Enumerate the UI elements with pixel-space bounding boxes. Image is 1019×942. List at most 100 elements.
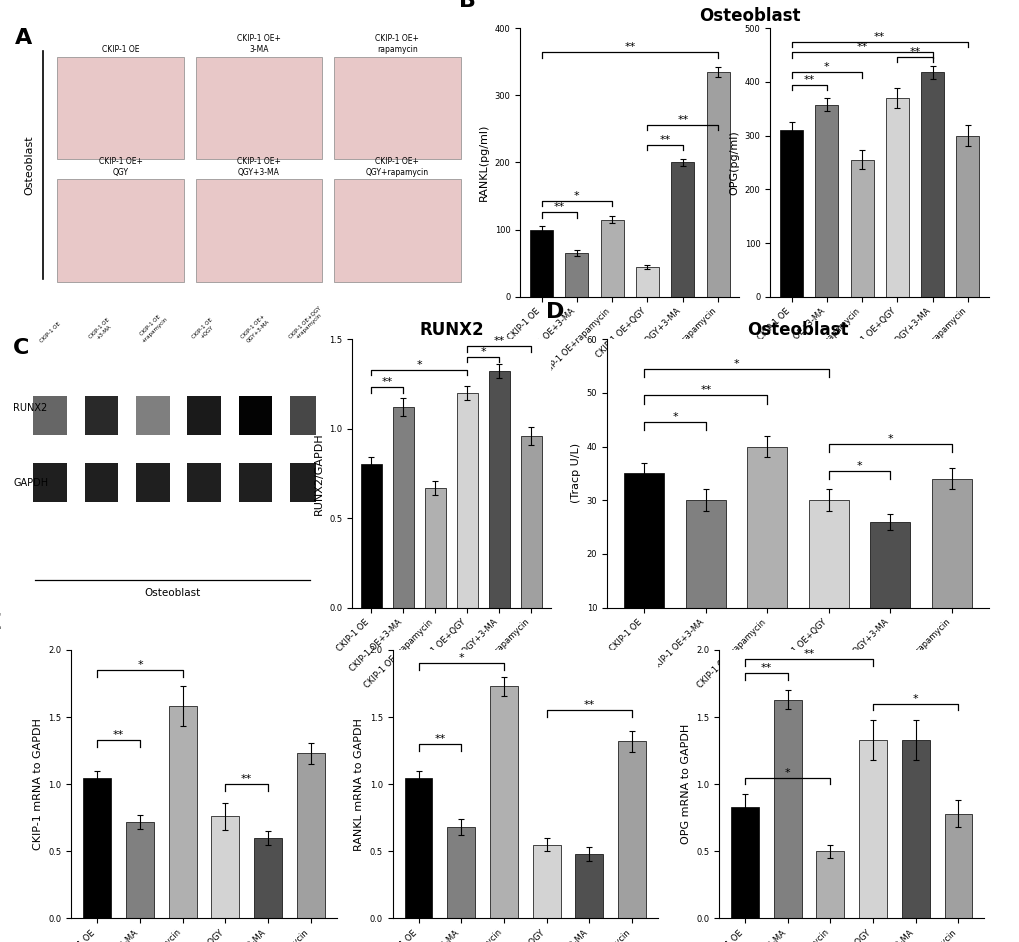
Title: Osteoblast: Osteoblast (747, 321, 848, 339)
Text: **: ** (240, 774, 252, 784)
Bar (780, 130, 802, 297)
Text: **: ** (856, 42, 867, 53)
Text: *: * (480, 347, 486, 357)
FancyBboxPatch shape (85, 463, 118, 502)
Text: CKIP-1 OE+
QGY+3-MA: CKIP-1 OE+ QGY+3-MA (240, 314, 270, 344)
FancyBboxPatch shape (289, 463, 324, 502)
Text: **: ** (624, 41, 635, 52)
Text: RUNX2: RUNX2 (13, 402, 48, 413)
Bar (869, 522, 910, 661)
Bar (956, 136, 978, 297)
FancyBboxPatch shape (196, 57, 322, 159)
Y-axis label: CKIP-1 mRNA to GAPDH: CKIP-1 mRNA to GAPDH (33, 719, 43, 850)
Text: *: * (887, 434, 893, 444)
Text: B: B (459, 0, 475, 10)
Text: **: ** (434, 734, 445, 744)
Text: **: ** (659, 135, 671, 145)
Bar (425, 488, 445, 608)
Text: CKIP-1 OE: CKIP-1 OE (39, 321, 61, 344)
Title: RUNX2: RUNX2 (419, 321, 483, 339)
Text: CKIP-1 OE+
QGY+rapamycin: CKIP-1 OE+ QGY+rapamycin (366, 157, 428, 176)
Bar (850, 160, 872, 297)
Bar (685, 500, 726, 661)
FancyBboxPatch shape (333, 179, 461, 282)
Text: **: ** (760, 663, 771, 673)
Text: **: ** (699, 385, 711, 396)
Bar (126, 821, 154, 918)
Bar (814, 105, 838, 297)
Bar (168, 706, 197, 918)
Text: E: E (0, 612, 2, 632)
Bar (530, 230, 552, 297)
Text: CKIP-1 OE+
rapamycin: CKIP-1 OE+ rapamycin (375, 35, 419, 54)
Text: **: ** (873, 32, 884, 41)
Y-axis label: RANKL(pg/ml): RANKL(pg/ml) (479, 123, 488, 202)
Text: **: ** (553, 203, 565, 212)
Text: CKIP-1 OE: CKIP-1 OE (102, 45, 139, 54)
Text: *: * (912, 693, 918, 704)
Text: CKIP-1 OE+
QGY+3-MA: CKIP-1 OE+ QGY+3-MA (236, 157, 280, 176)
Text: **: ** (493, 336, 504, 347)
Bar (600, 219, 623, 297)
Text: CKIP-1 OE+QGY
+rapamycin: CKIP-1 OE+QGY +rapamycin (287, 305, 326, 344)
Bar (944, 814, 971, 918)
FancyBboxPatch shape (57, 179, 183, 282)
Text: **: ** (381, 378, 392, 387)
Bar (886, 98, 908, 297)
Text: *: * (672, 413, 678, 422)
Bar (565, 253, 588, 297)
Bar (931, 479, 971, 661)
Bar (254, 838, 281, 918)
FancyBboxPatch shape (136, 397, 169, 435)
Y-axis label: OPG mRNA to GAPDH: OPG mRNA to GAPDH (680, 724, 690, 844)
FancyBboxPatch shape (333, 57, 461, 159)
Bar (624, 474, 663, 661)
Bar (84, 777, 111, 918)
Text: CKIP-1 OE+
QGY: CKIP-1 OE+ QGY (99, 157, 143, 176)
Text: *: * (733, 359, 739, 368)
Text: CKIP-1 OE
+rapamycin: CKIP-1 OE +rapamycin (137, 312, 168, 344)
Y-axis label: OPG(pg/ml): OPG(pg/ml) (729, 130, 738, 195)
Bar (815, 852, 844, 918)
Bar (405, 777, 432, 918)
FancyBboxPatch shape (187, 463, 221, 502)
Y-axis label: RUNX2/GAPDH: RUNX2/GAPDH (313, 432, 323, 514)
Text: A: A (15, 27, 33, 48)
Bar (901, 739, 928, 918)
Text: **: ** (803, 74, 814, 85)
Text: CKIP-1 OE
+QGY: CKIP-1 OE +QGY (191, 317, 217, 344)
Bar (731, 807, 758, 918)
Text: **: ** (803, 649, 814, 659)
Bar (447, 827, 475, 918)
Bar (706, 72, 729, 297)
FancyBboxPatch shape (289, 397, 324, 435)
Text: D: D (545, 301, 564, 321)
Bar (361, 464, 381, 608)
FancyBboxPatch shape (85, 397, 118, 435)
Text: *: * (458, 654, 464, 663)
Bar (747, 447, 787, 661)
Text: Osteoblast: Osteoblast (23, 135, 34, 195)
Text: **: ** (583, 701, 594, 710)
FancyBboxPatch shape (187, 397, 221, 435)
Bar (618, 741, 645, 918)
FancyBboxPatch shape (34, 397, 67, 435)
Bar (773, 700, 801, 918)
Text: CKIP-1 OE+
3-MA: CKIP-1 OE+ 3-MA (236, 35, 280, 54)
FancyBboxPatch shape (57, 57, 183, 159)
Bar (636, 267, 658, 297)
FancyBboxPatch shape (238, 463, 272, 502)
Bar (858, 739, 887, 918)
Bar (575, 854, 602, 918)
Bar (457, 393, 477, 608)
FancyBboxPatch shape (196, 179, 322, 282)
Text: GAPDH: GAPDH (13, 478, 48, 488)
Text: **: ** (909, 47, 920, 57)
Text: **: ** (677, 115, 688, 125)
FancyBboxPatch shape (238, 397, 272, 435)
Text: *: * (856, 461, 862, 471)
Text: Osteoblast: Osteoblast (698, 7, 800, 24)
Y-axis label: RANKL mRNA to GAPDH: RANKL mRNA to GAPDH (354, 718, 364, 851)
Text: Osteoblast: Osteoblast (144, 589, 201, 598)
Bar (489, 686, 518, 918)
